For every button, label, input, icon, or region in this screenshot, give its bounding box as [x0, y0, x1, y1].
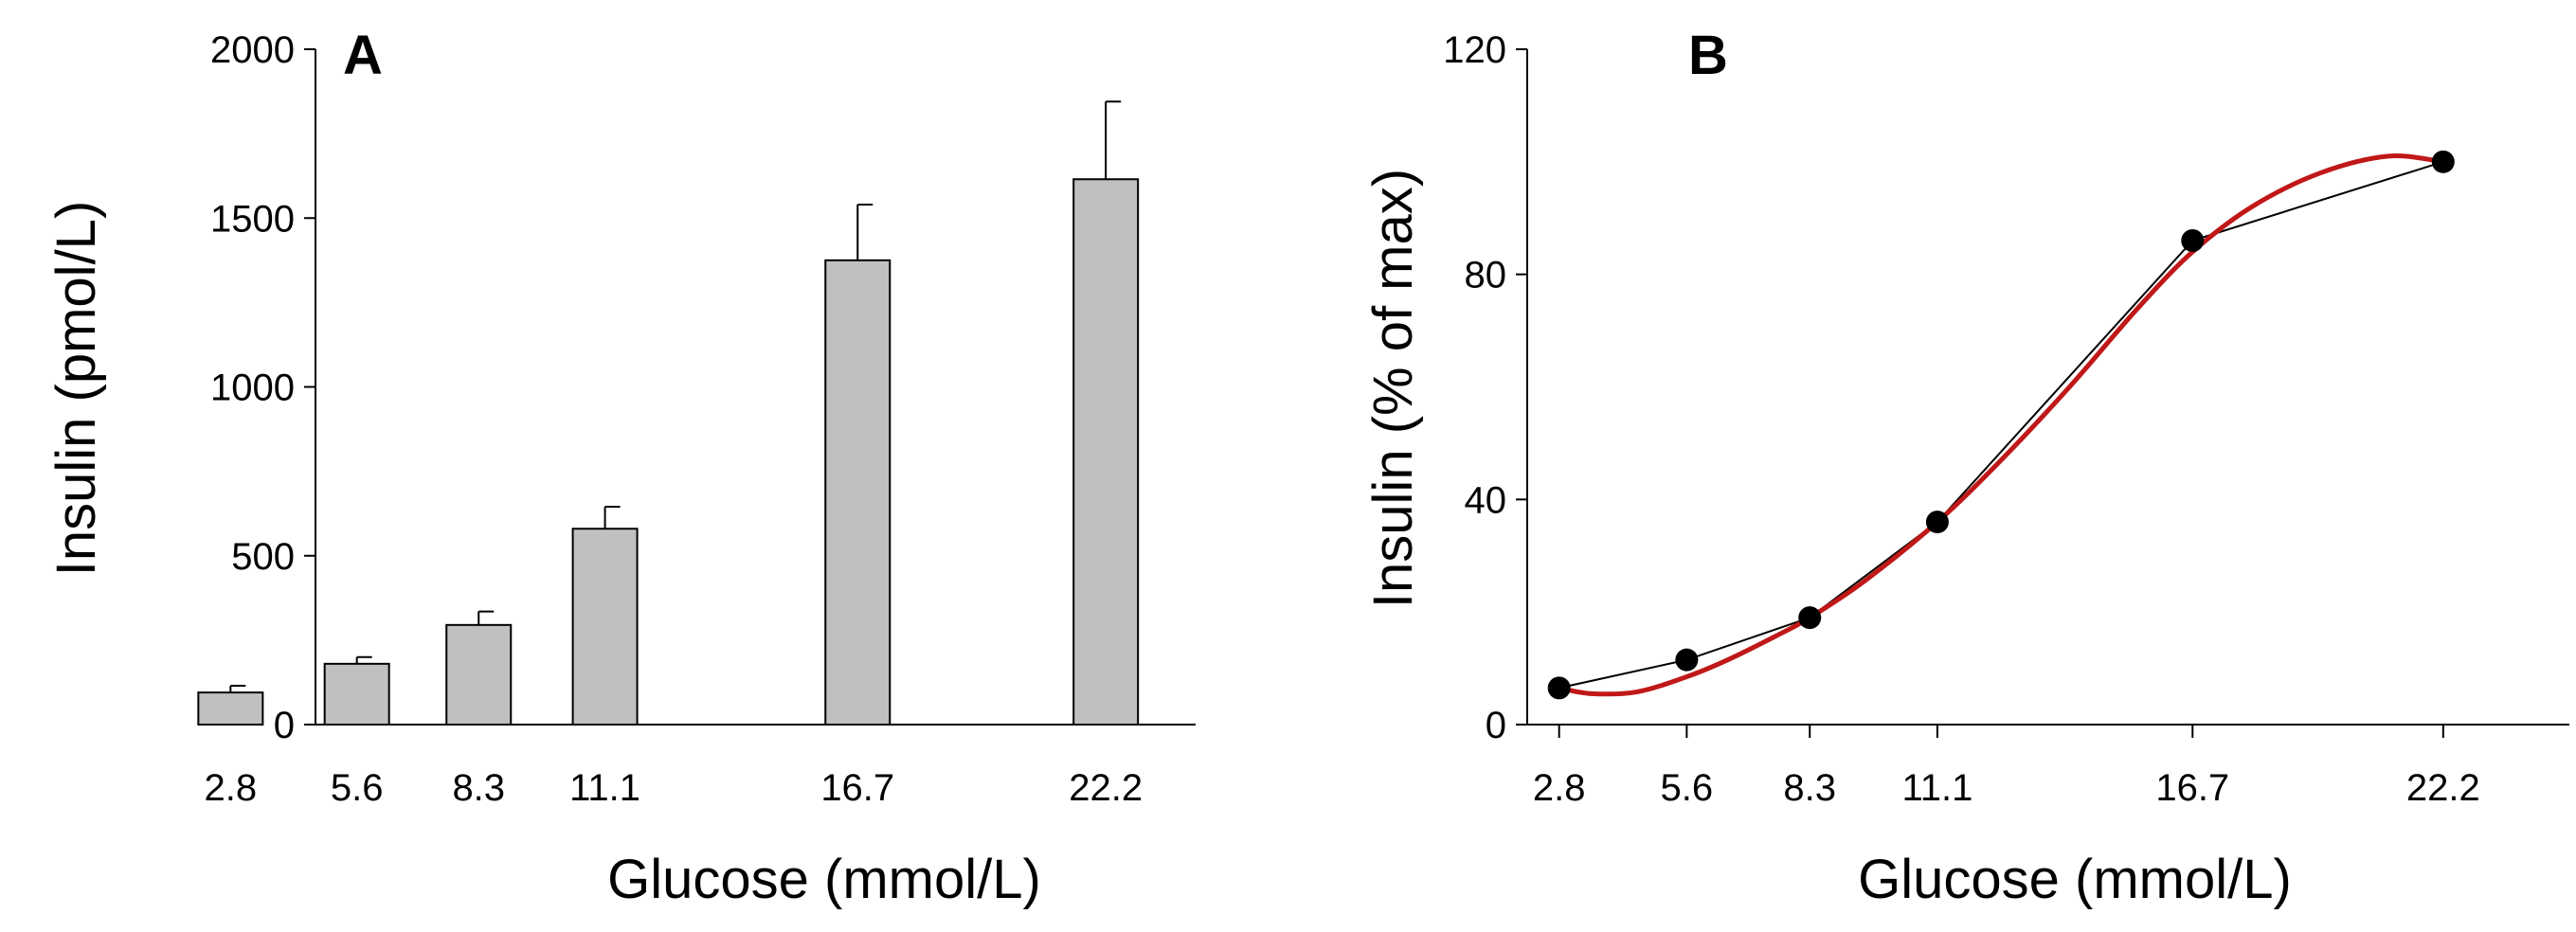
- x-tick-label: 22.2: [1069, 767, 1143, 809]
- x-tick-label: 11.1: [1901, 767, 1973, 809]
- data-point: [2431, 150, 2455, 173]
- y-tick-label: 2000: [210, 29, 295, 71]
- x-tick-label: 16.7: [820, 767, 894, 809]
- y-tick-label: 1000: [210, 367, 295, 409]
- y-tick-label: 500: [231, 536, 295, 578]
- panel-label-b: B: [1688, 25, 1728, 86]
- panel-b: 0 40 80 120 2.8 5.6 8.3 11.1 16.7 22.2 Glucose (mm…: [1362, 25, 2569, 910]
- x-tick-label: 2.8: [205, 767, 258, 809]
- data-point: [1798, 606, 1822, 630]
- bar: [824, 259, 892, 726]
- data-point: [2181, 229, 2205, 253]
- x-tick-label: 2.8: [1533, 767, 1586, 809]
- fit-curve: [1558, 153, 2444, 697]
- y-axis-title: Insulin (% of max): [1362, 169, 1424, 608]
- x-axis-title: Glucose (mmol/L): [1858, 849, 2292, 910]
- bar: [571, 528, 639, 726]
- x-tick-label: 22.2: [2406, 767, 2480, 809]
- data-series-line: [1558, 160, 2444, 690]
- x-tick-label: 5.6: [1661, 767, 1714, 809]
- y-tick-label: 0: [274, 705, 295, 746]
- x-tick-label: 16.7: [2155, 767, 2229, 809]
- y-axis-title: Insulin (pmol/L): [45, 201, 107, 576]
- bar: [197, 691, 264, 726]
- bar: [445, 623, 513, 726]
- bar: [323, 662, 390, 726]
- x-tick-label: 8.3: [452, 767, 505, 809]
- y-tick-label: 40: [1465, 479, 1507, 521]
- y-tick-label: 120: [1443, 29, 1506, 71]
- x-axis-title: Glucose (mmol/L): [607, 849, 1041, 910]
- bar: [1072, 178, 1140, 726]
- y-tick-label: 1500: [210, 198, 295, 240]
- panel-label-a: A: [343, 25, 383, 86]
- data-point: [1925, 511, 1949, 534]
- data-point: [1675, 648, 1699, 672]
- y-tick-label: 80: [1465, 255, 1507, 296]
- x-tick-label: 11.1: [569, 767, 640, 809]
- panel-a: 0 500 1000 1500 2000 2.8 5.6 8.3 11.1 16.7 22.2 Glu…: [45, 25, 1196, 910]
- x-tick-label: 8.3: [1783, 767, 1836, 809]
- y-tick-label: 0: [1486, 705, 1506, 746]
- x-tick-label: 5.6: [331, 767, 384, 809]
- data-point: [1547, 676, 1571, 700]
